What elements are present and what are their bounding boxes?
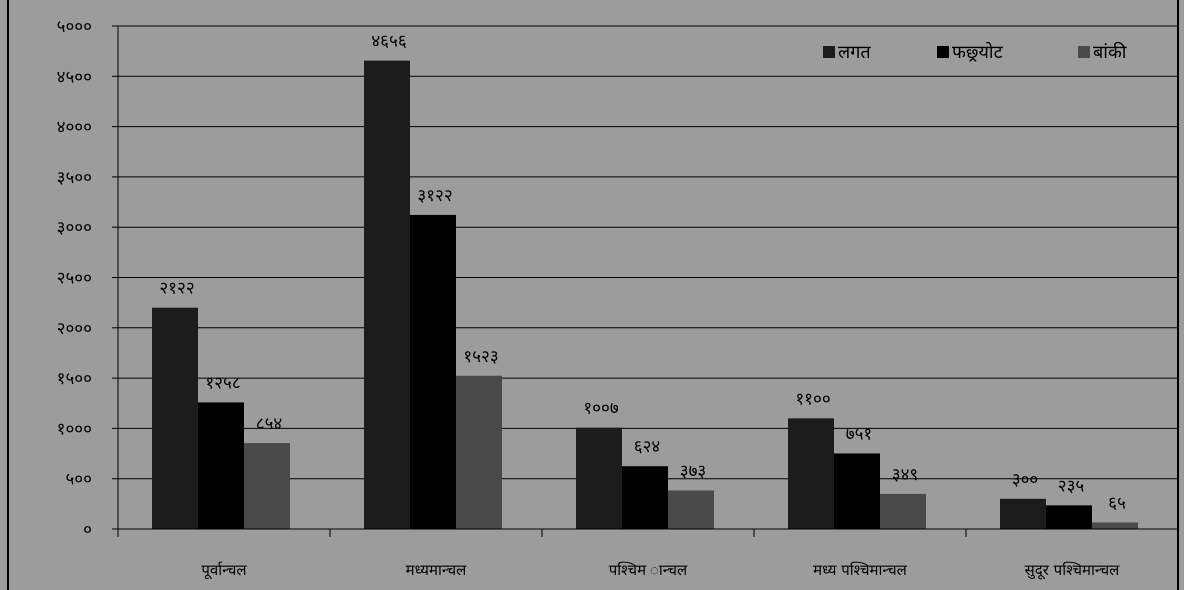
legend-swatch (937, 46, 949, 58)
data-label: २१२२ (159, 279, 194, 299)
data-label: ६५ (1108, 493, 1126, 513)
y-tick-label: ५००० (57, 17, 92, 37)
bar (668, 490, 714, 529)
y-tick-label: १५०० (57, 369, 92, 389)
y-tick-label: ३००० (57, 218, 92, 238)
bar (410, 214, 456, 529)
y-tick-label: १००० (57, 419, 92, 439)
bar (622, 466, 668, 529)
bar (152, 307, 198, 529)
data-label: ११०० (795, 389, 830, 409)
bar (244, 443, 290, 529)
bar (364, 60, 410, 530)
x-tick-label: मध्य पश्चिमान्चल (813, 561, 908, 579)
legend-label: लगत (838, 42, 871, 63)
bar (456, 375, 502, 529)
data-label: ३७३ (680, 461, 707, 481)
bar (1046, 505, 1092, 529)
y-tick-label: ४००० (57, 118, 92, 138)
data-label: २३५ (1058, 476, 1085, 496)
data-labels: २१२२ ४६५६ १००७ ११०० ३०० १२५८ ३१२२ ६२४ ७५१ २३५ ८५४ १… (159, 32, 1126, 514)
bar (1000, 498, 1046, 529)
x-tick-label: पूर्वान्चल (201, 561, 247, 580)
bar (834, 453, 880, 529)
y-tick-label: ० (83, 520, 92, 540)
x-axis: पूर्वान्चल मध्यमान्चल पश्चिम ान्चल मध्य पश्… (117, 528, 1179, 580)
legend-label: बांकी (1093, 41, 1127, 63)
bar (198, 402, 244, 529)
bars (152, 60, 1138, 530)
bar (576, 427, 622, 529)
y-tick-label: ४५०० (57, 67, 92, 87)
data-label: १००७ (583, 399, 619, 419)
data-label: ३४९ (892, 465, 919, 485)
data-label: ३०० (1012, 470, 1039, 490)
data-label: १५२३ (463, 347, 498, 367)
data-label: १२५८ (205, 373, 240, 393)
x-tick-label: पश्चिम ान्चल (609, 561, 688, 579)
y-axis: ० ५०० १००० १५०० २००० २५०० ३००० ३५०० ४००० ४५०० ५००० (57, 17, 119, 540)
x-tick-label: सुदूर पश्चिमान्चल (1025, 561, 1120, 580)
legend-swatch (1078, 46, 1090, 58)
legend-label: फछ्र्योट (952, 41, 1004, 63)
data-label: ३१२२ (417, 186, 452, 206)
data-label: ६२४ (634, 437, 661, 457)
y-tick-label: ५०० (65, 470, 92, 490)
bar (1092, 522, 1138, 529)
legend-swatch (823, 46, 835, 58)
y-tick-label: ३५०० (57, 168, 92, 188)
y-tick-label: २००० (57, 319, 92, 339)
y-tick-label: २५०० (57, 269, 92, 289)
legend: लगत फछ्र्योट बांकी (823, 41, 1127, 63)
data-label: ७५१ (846, 424, 873, 444)
x-tick-label: मध्यमान्चल (406, 561, 467, 579)
bar (788, 418, 834, 529)
bar (880, 493, 926, 529)
data-label: ४६५६ (371, 32, 407, 52)
data-label: ८५४ (256, 414, 283, 434)
